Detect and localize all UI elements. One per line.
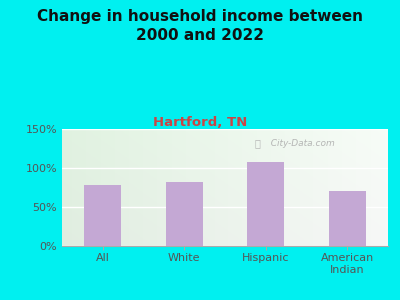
- Text: City-Data.com: City-Data.com: [265, 139, 335, 148]
- Text: Change in household income between
2000 and 2022: Change in household income between 2000 …: [37, 9, 363, 43]
- Text: Hartford, TN: Hartford, TN: [153, 116, 247, 128]
- Text: ⓘ: ⓘ: [255, 138, 260, 148]
- Bar: [166, 182, 202, 246]
- Bar: [84, 185, 121, 246]
- Bar: [248, 162, 284, 246]
- Bar: [329, 191, 366, 246]
